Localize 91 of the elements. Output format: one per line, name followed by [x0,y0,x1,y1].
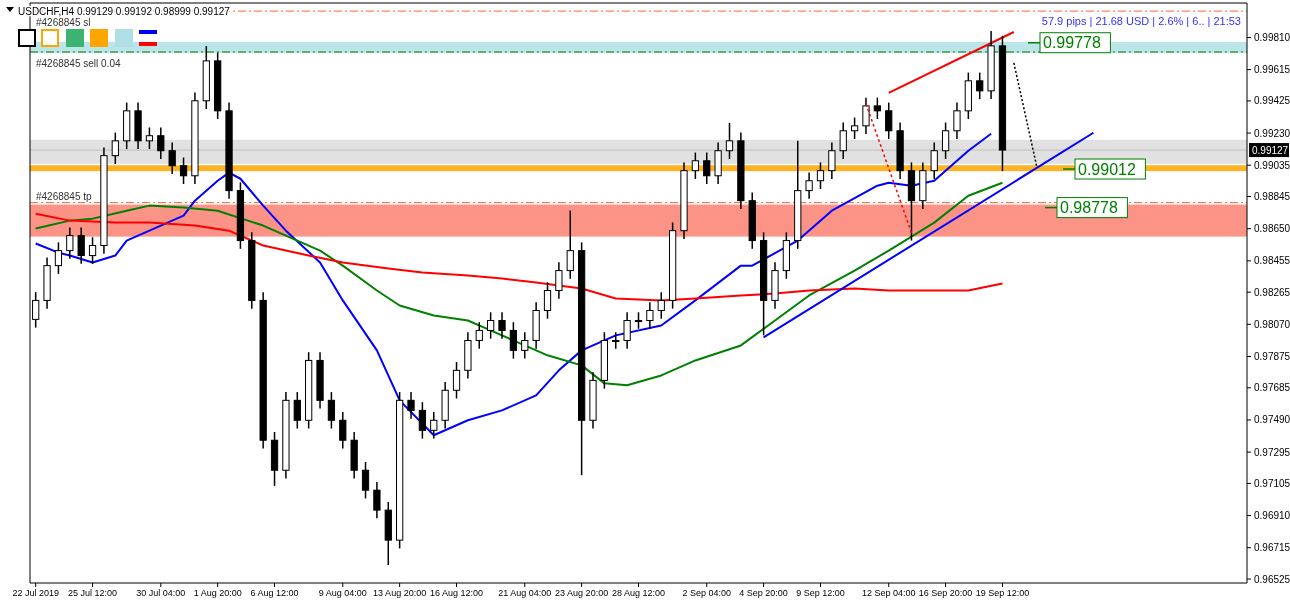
x-tick-label: 30 Jul 04:00 [136,588,186,598]
candlestick [646,301,654,330]
x-tick-label: 22 Jul 2019 [12,588,59,598]
candlestick [88,236,97,265]
y-tick-label: 0.96525 [1254,573,1290,585]
candlestick [828,141,836,180]
y-tick-label: 0.97490 [1254,414,1290,426]
x-tick-label: 1 Aug 20:00 [193,588,242,598]
candlestick [623,311,631,350]
y-tick-label: 0.99035 [1254,159,1290,171]
candlestick [885,101,893,140]
candlestick [498,311,506,340]
candlestick [487,311,495,340]
candlestick [168,141,176,175]
candlestick [327,391,336,430]
annotation: 57.9 pips | 21.68 USD | 2.6% | 6.. | 21:53 [1041,15,1241,27]
ref-line-label: #4268845 sl [36,17,91,29]
x-tick-label: 12 Sep 04:00 [861,588,916,598]
candlestick [293,391,301,430]
candlestick [566,209,574,280]
annotation: 0.98778 [1060,199,1118,217]
candlestick [816,161,825,190]
ref-line-label: #4268845 sell 0.04 [36,57,121,69]
line-series [34,132,993,437]
chart-title: USDCHF,H4 0.99129 0.99192 0.98999 0.99127 [18,6,231,17]
candlestick [145,126,154,150]
candlestick [612,331,620,350]
candlestick [873,96,881,120]
x-tick-label: 25 Jul 12:00 [68,588,118,598]
candlestick [452,361,461,400]
candlestick [54,241,63,275]
candlestick [976,71,984,100]
candlestick [839,121,847,160]
y-tick-label: 0.97875 [1254,350,1290,362]
y-tick-label: 0.98845 [1254,191,1290,203]
line-series [34,181,1004,387]
y-tick-label: 0.96715 [1254,542,1290,554]
y-tick-label: 0.97685 [1254,382,1290,394]
candlestick [179,156,188,185]
x-tick-label: 28 Aug 12:00 [611,588,666,598]
candlestick [361,461,370,500]
y-tick-label: 0.97105 [1254,477,1290,489]
y-tick-label: 0.98650 [1254,223,1290,235]
candlestick [407,391,415,420]
annotation: 0.99778 [1043,34,1101,52]
candlestick [657,291,665,320]
candlestick [953,101,961,140]
candlestick [691,151,699,180]
candlestick [850,116,859,140]
y-tick-label: 0.98265 [1254,286,1290,298]
candlestick [77,226,85,265]
candlestick [543,281,552,320]
candlestick [66,226,74,260]
candlestick [339,411,347,450]
x-tick-label: 6 Aug 12:00 [250,588,299,598]
x-tick-label: 9 Sep 12:00 [796,588,845,598]
x-tick-label: 23 Aug 20:00 [555,588,609,598]
x-tick-label: 9 Aug 04:00 [318,588,367,598]
candlestick [941,121,950,160]
candlestick [725,122,734,160]
candlestick [418,401,427,440]
x-tick-label: 13 Aug 20:00 [373,588,427,598]
candlestick [703,151,711,185]
y-tick-label: 0.99425 [1254,95,1290,107]
y-tick-label: 0.99810 [1254,31,1290,43]
y-tick-label: 0.97295 [1254,446,1290,458]
annotation: 0.99012 [1078,160,1136,178]
y-tick-label: 0.99230 [1254,127,1290,139]
candlestick [555,261,563,300]
candlestick [862,96,870,135]
y-tick-label: 0.98070 [1254,318,1290,330]
candlestick [373,481,381,520]
candlestick [157,126,165,160]
x-tick-label: 21 Aug 04:00 [498,588,552,598]
y-tick-label: 0.96910 [1254,510,1290,522]
x-tick-label: 16 Sep 20:00 [918,588,973,598]
x-tick-label: 4 Sep 20:00 [739,588,788,598]
candlestick [111,131,119,165]
y-tick-label: 0.99615 [1254,64,1290,76]
candlestick [475,321,483,350]
candlestick [930,141,938,180]
candlestick [509,321,518,360]
candlestick [430,411,438,440]
x-tick-label: 2 Sep 04:00 [682,588,732,598]
x-tick-label: 19 Sep 12:00 [975,588,1030,598]
candlestick [521,331,529,360]
ref-line-label: #4268845 tp [36,190,93,202]
y-tick-label: 0.98455 [1254,255,1290,267]
candlestick [805,171,813,200]
annotation: 0.99127 [1252,144,1289,156]
x-tick-label: 16 Aug 12:00 [429,588,484,598]
